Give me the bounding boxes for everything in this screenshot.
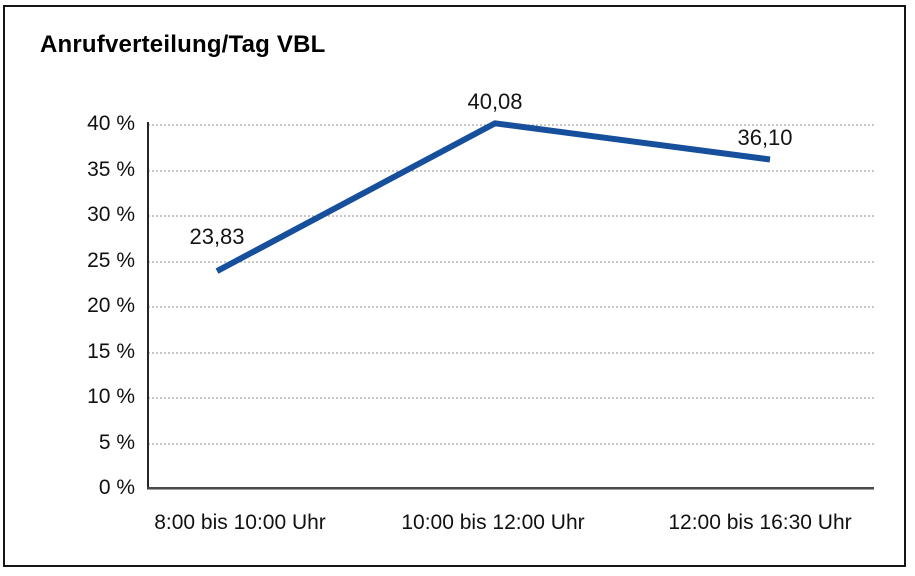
data-point-label: 36,10 xyxy=(737,125,793,151)
y-axis-tick-label: 0 % xyxy=(98,476,135,499)
gridline-5 xyxy=(148,443,874,444)
data-point-label: 23,83 xyxy=(189,224,245,250)
gridline-25 xyxy=(148,261,874,262)
gridline-15 xyxy=(148,352,874,353)
x-axis-line xyxy=(147,487,874,489)
series-line xyxy=(215,120,771,274)
x-axis-tick-label: 12:00 bis 16:30 Uhr xyxy=(668,511,852,534)
y-axis-tick-label: 15 % xyxy=(87,339,135,363)
gridline-10 xyxy=(148,397,874,399)
chart-frame xyxy=(3,5,906,567)
gridline-30 xyxy=(148,215,874,217)
y-axis-tick-label: 35 % xyxy=(87,157,135,181)
x-axis-tick-label: 10:00 bis 12:00 Uhr xyxy=(401,511,585,534)
y-axis-tick-label: 5 % xyxy=(98,430,135,454)
gridline-20 xyxy=(148,306,874,308)
y-axis-tick-label: 20 % xyxy=(87,294,135,317)
x-axis-line-shadow xyxy=(147,489,874,490)
x-axis-tick-label: 8:00 bis 10:00 Uhr xyxy=(154,511,326,534)
data-point-label: 40,08 xyxy=(467,89,523,115)
y-axis-line xyxy=(147,122,149,489)
y-axis-tick-label: 25 % xyxy=(87,248,135,272)
y-axis-tick-label: 40 % xyxy=(87,112,135,135)
chart-title: Anrufverteilung/Tag VBL xyxy=(40,31,326,58)
y-axis-tick-label: 30 % xyxy=(87,203,135,226)
gridline-35 xyxy=(148,170,874,171)
y-axis-tick-label: 10 % xyxy=(87,385,135,408)
